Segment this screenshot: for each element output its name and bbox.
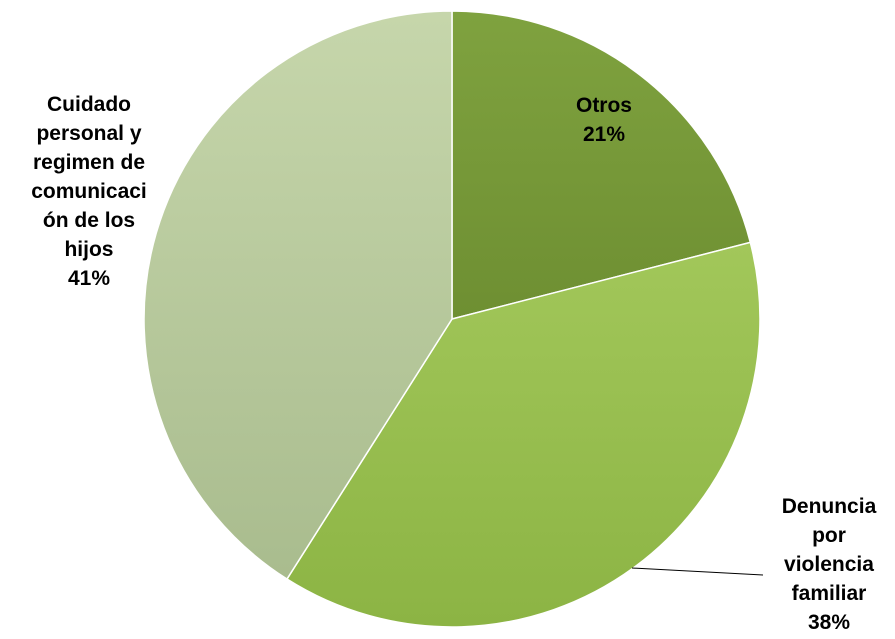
slice-category-label: hijos: [64, 238, 113, 261]
slice-category-label: Denuncia: [782, 495, 877, 518]
slice-category-label: Otros: [576, 94, 632, 117]
leader-line-denuncia: [631, 567, 764, 576]
pie-slices: [143, 10, 761, 628]
slice-category-label: violencia: [784, 553, 874, 576]
pie-slice: [143, 10, 453, 581]
slice-category-label: comunicaci: [31, 180, 147, 203]
slice-category-label: regimen de: [33, 151, 145, 174]
slice-label: Denuncia por violencia familiar 38%: [782, 495, 877, 634]
pie-slice: [451, 10, 752, 320]
slice-label: Cuidado personal y regimen de comunicaci ón …: [31, 93, 147, 290]
slice-value-label: 41%: [68, 267, 110, 290]
slice-category-label: familiar: [792, 582, 867, 605]
slice-label: Otros 21%: [576, 94, 632, 146]
slice-value-label: 38%: [808, 611, 850, 634]
slice-value-label: 21%: [583, 123, 625, 146]
slice-category-label: por: [812, 524, 846, 547]
slice-category-label: ón de los: [43, 209, 135, 232]
slice-category-label: personal y: [36, 122, 141, 145]
slice-category-label: Cuidado: [47, 93, 131, 116]
slice-labels: Otros 21% Denuncia por violencia familiar 38% C…: [31, 93, 876, 634]
